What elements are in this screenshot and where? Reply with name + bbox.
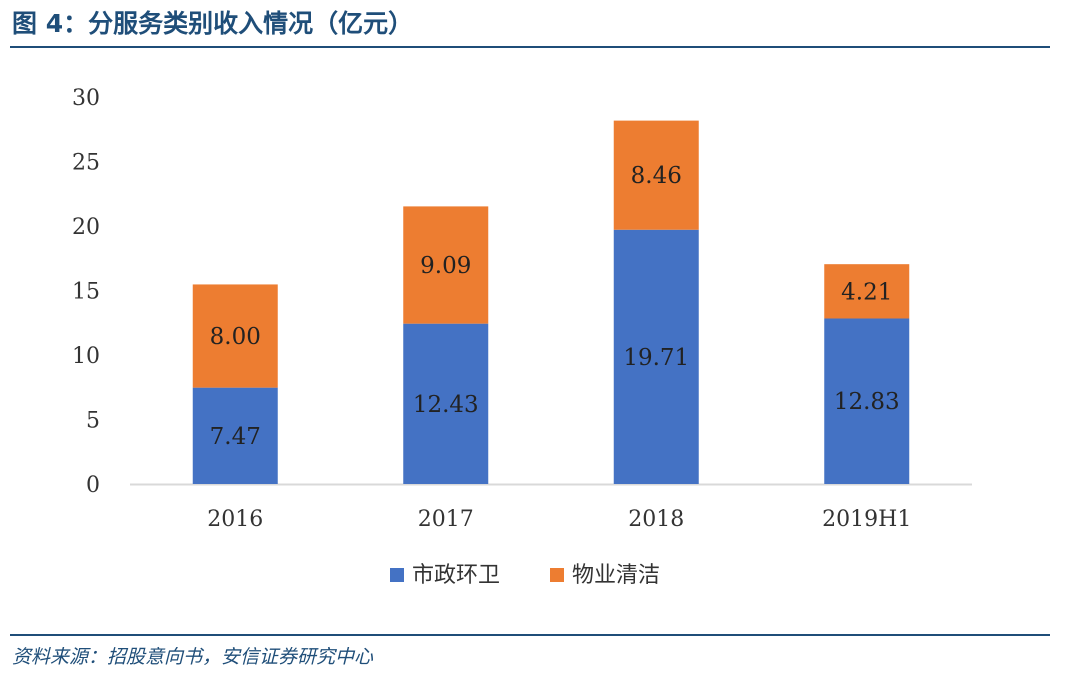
data-label: 7.47: [210, 424, 261, 450]
data-label: 19.71: [623, 345, 689, 371]
bar-segment-property-cleaning: [613, 120, 699, 230]
x-tick-label: 2019H1: [822, 507, 911, 532]
title-divider: [10, 46, 1050, 48]
data-label: 8.46: [631, 163, 682, 189]
y-tick-label: 10: [72, 344, 100, 369]
data-label: 9.09: [420, 253, 471, 279]
source-note: 资料来源：招股意向书，安信证券研究中心: [12, 646, 374, 668]
bar-segment-property-cleaning: [403, 206, 489, 324]
legend-item-property-cleaning: 物业清洁: [550, 563, 660, 588]
y-tick-label: 30: [72, 86, 100, 111]
y-axis: 0 5 10 15 20 25 30: [72, 86, 100, 498]
stacked-bar-chart: 0 5 10 15 20 25 30 2016 2017 2018 2019H1 7.47 8.00…: [72, 86, 972, 588]
data-label: 8.00: [210, 324, 261, 350]
bar-segment-sanitation: [613, 229, 699, 484]
y-tick-label: 15: [72, 280, 100, 305]
data-label: 12.43: [413, 392, 479, 418]
data-label: 12.83: [834, 389, 900, 415]
bars-group: 7.47 8.00 12.43 9.09 19.71 8.46 12.83 4.21: [192, 120, 910, 484]
bar-segment-sanitation: [192, 387, 278, 484]
legend-label: 市政环卫: [412, 563, 500, 588]
bar-segment-property-cleaning: [192, 284, 278, 388]
bar-segment-property-cleaning: [824, 264, 910, 319]
y-tick-label: 5: [86, 409, 100, 434]
legend: 市政环卫 物业清洁: [390, 563, 660, 588]
x-tick-label: 2017: [418, 507, 474, 532]
x-tick-label: 2016: [207, 507, 263, 532]
y-tick-label: 25: [72, 151, 100, 176]
y-tick-label: 20: [72, 215, 100, 240]
bar-segment-sanitation: [403, 323, 489, 484]
x-tick-label: 2018: [628, 507, 684, 532]
data-label: 4.21: [841, 279, 892, 305]
legend-swatch: [550, 568, 564, 582]
source-divider: [10, 634, 1050, 636]
legend-swatch: [390, 568, 404, 582]
y-tick-label: 0: [86, 473, 100, 498]
bar-segment-sanitation: [824, 318, 910, 484]
figure-title: 图 4：分服务类别收入情况（亿元）: [12, 9, 414, 38]
legend-label: 物业清洁: [572, 563, 660, 588]
x-axis: 2016 2017 2018 2019H1: [130, 483, 972, 532]
legend-item-sanitation: 市政环卫: [390, 563, 500, 588]
